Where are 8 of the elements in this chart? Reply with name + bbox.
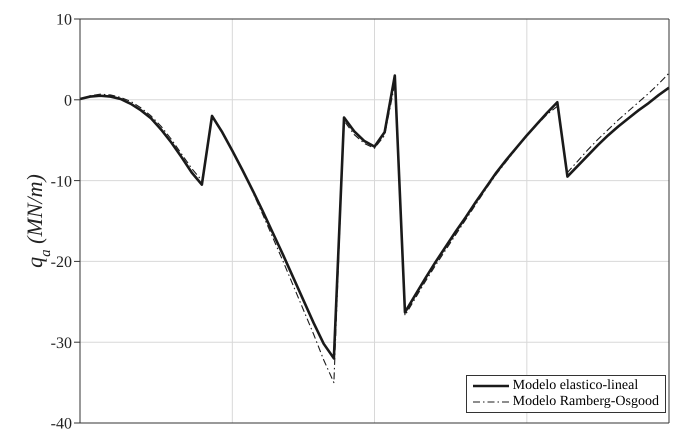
- y-tick-label: -10: [50, 173, 72, 190]
- y-tick-label: 10: [56, 12, 72, 29]
- y-tick-label: -20: [50, 254, 72, 272]
- legend-label: Modelo Ramberg-Osgood: [512, 394, 659, 410]
- y-tick-label: -30: [50, 334, 72, 352]
- legend-label: Modelo elastico-lineal: [512, 378, 638, 394]
- y-tick-label: -40: [50, 416, 72, 433]
- y-tick-label: 0: [64, 92, 72, 110]
